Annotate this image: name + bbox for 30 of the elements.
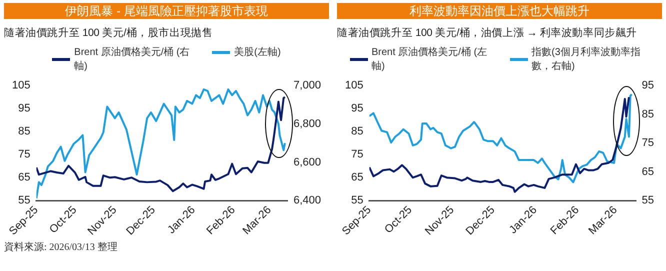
y-tick-label: 75: [18, 148, 30, 161]
chart-subtitle: 隨著油價跳升至 100 美元/桶，股市出現拋售: [4, 26, 214, 41]
y-tick-label: 105: [12, 80, 30, 92]
legend-label: Brent 原油價格美元/桶 (右軸): [74, 46, 191, 73]
y2-tick-label: 75: [642, 137, 654, 150]
y-tick-label: 105: [344, 80, 364, 92]
y2-tick-label: 85: [642, 108, 654, 120]
legend-label: 指數(3個月利率波動率指數，右軸): [532, 46, 642, 73]
y-tick-label: 65: [351, 172, 364, 184]
y2-tick-label: 55: [642, 194, 654, 207]
y2-tick-label: 6,600: [293, 156, 322, 168]
y-tick-label: 75: [351, 148, 364, 161]
y-tick-label: 95: [18, 102, 30, 115]
chart-subtitle: 隨著油價跳升至 100 美元/桶，油價上漲 → 利率波動率同步飆升: [337, 26, 638, 41]
legend-label: 美股(左軸): [234, 46, 281, 59]
y-tick-label: 85: [351, 126, 364, 138]
y-tick-label: 95: [351, 102, 364, 115]
legend-label: Brent 原油價格美元/桶 (左軸): [372, 46, 488, 73]
chart-title: 伊朗風暴 - 尾端風險正壓抑著股市表現: [4, 3, 329, 19]
y2-tick-label: 7,000: [293, 80, 322, 92]
y2-tick-label: 6,800: [293, 118, 322, 130]
y-tick-label: 85: [18, 126, 30, 138]
source-note: 資料來源: 2026/03/13 整理: [4, 241, 118, 254]
y2-tick-label: 65: [642, 166, 654, 178]
y2-tick-label: 6,400: [293, 194, 322, 207]
y-tick-label: 65: [18, 172, 30, 184]
y-tick-label: 55: [18, 194, 30, 207]
chart-title: 利率波動率因油價上漲也大幅跳升: [337, 3, 662, 19]
y2-tick-label: 95: [642, 80, 654, 92]
y-tick-label: 55: [351, 194, 364, 207]
